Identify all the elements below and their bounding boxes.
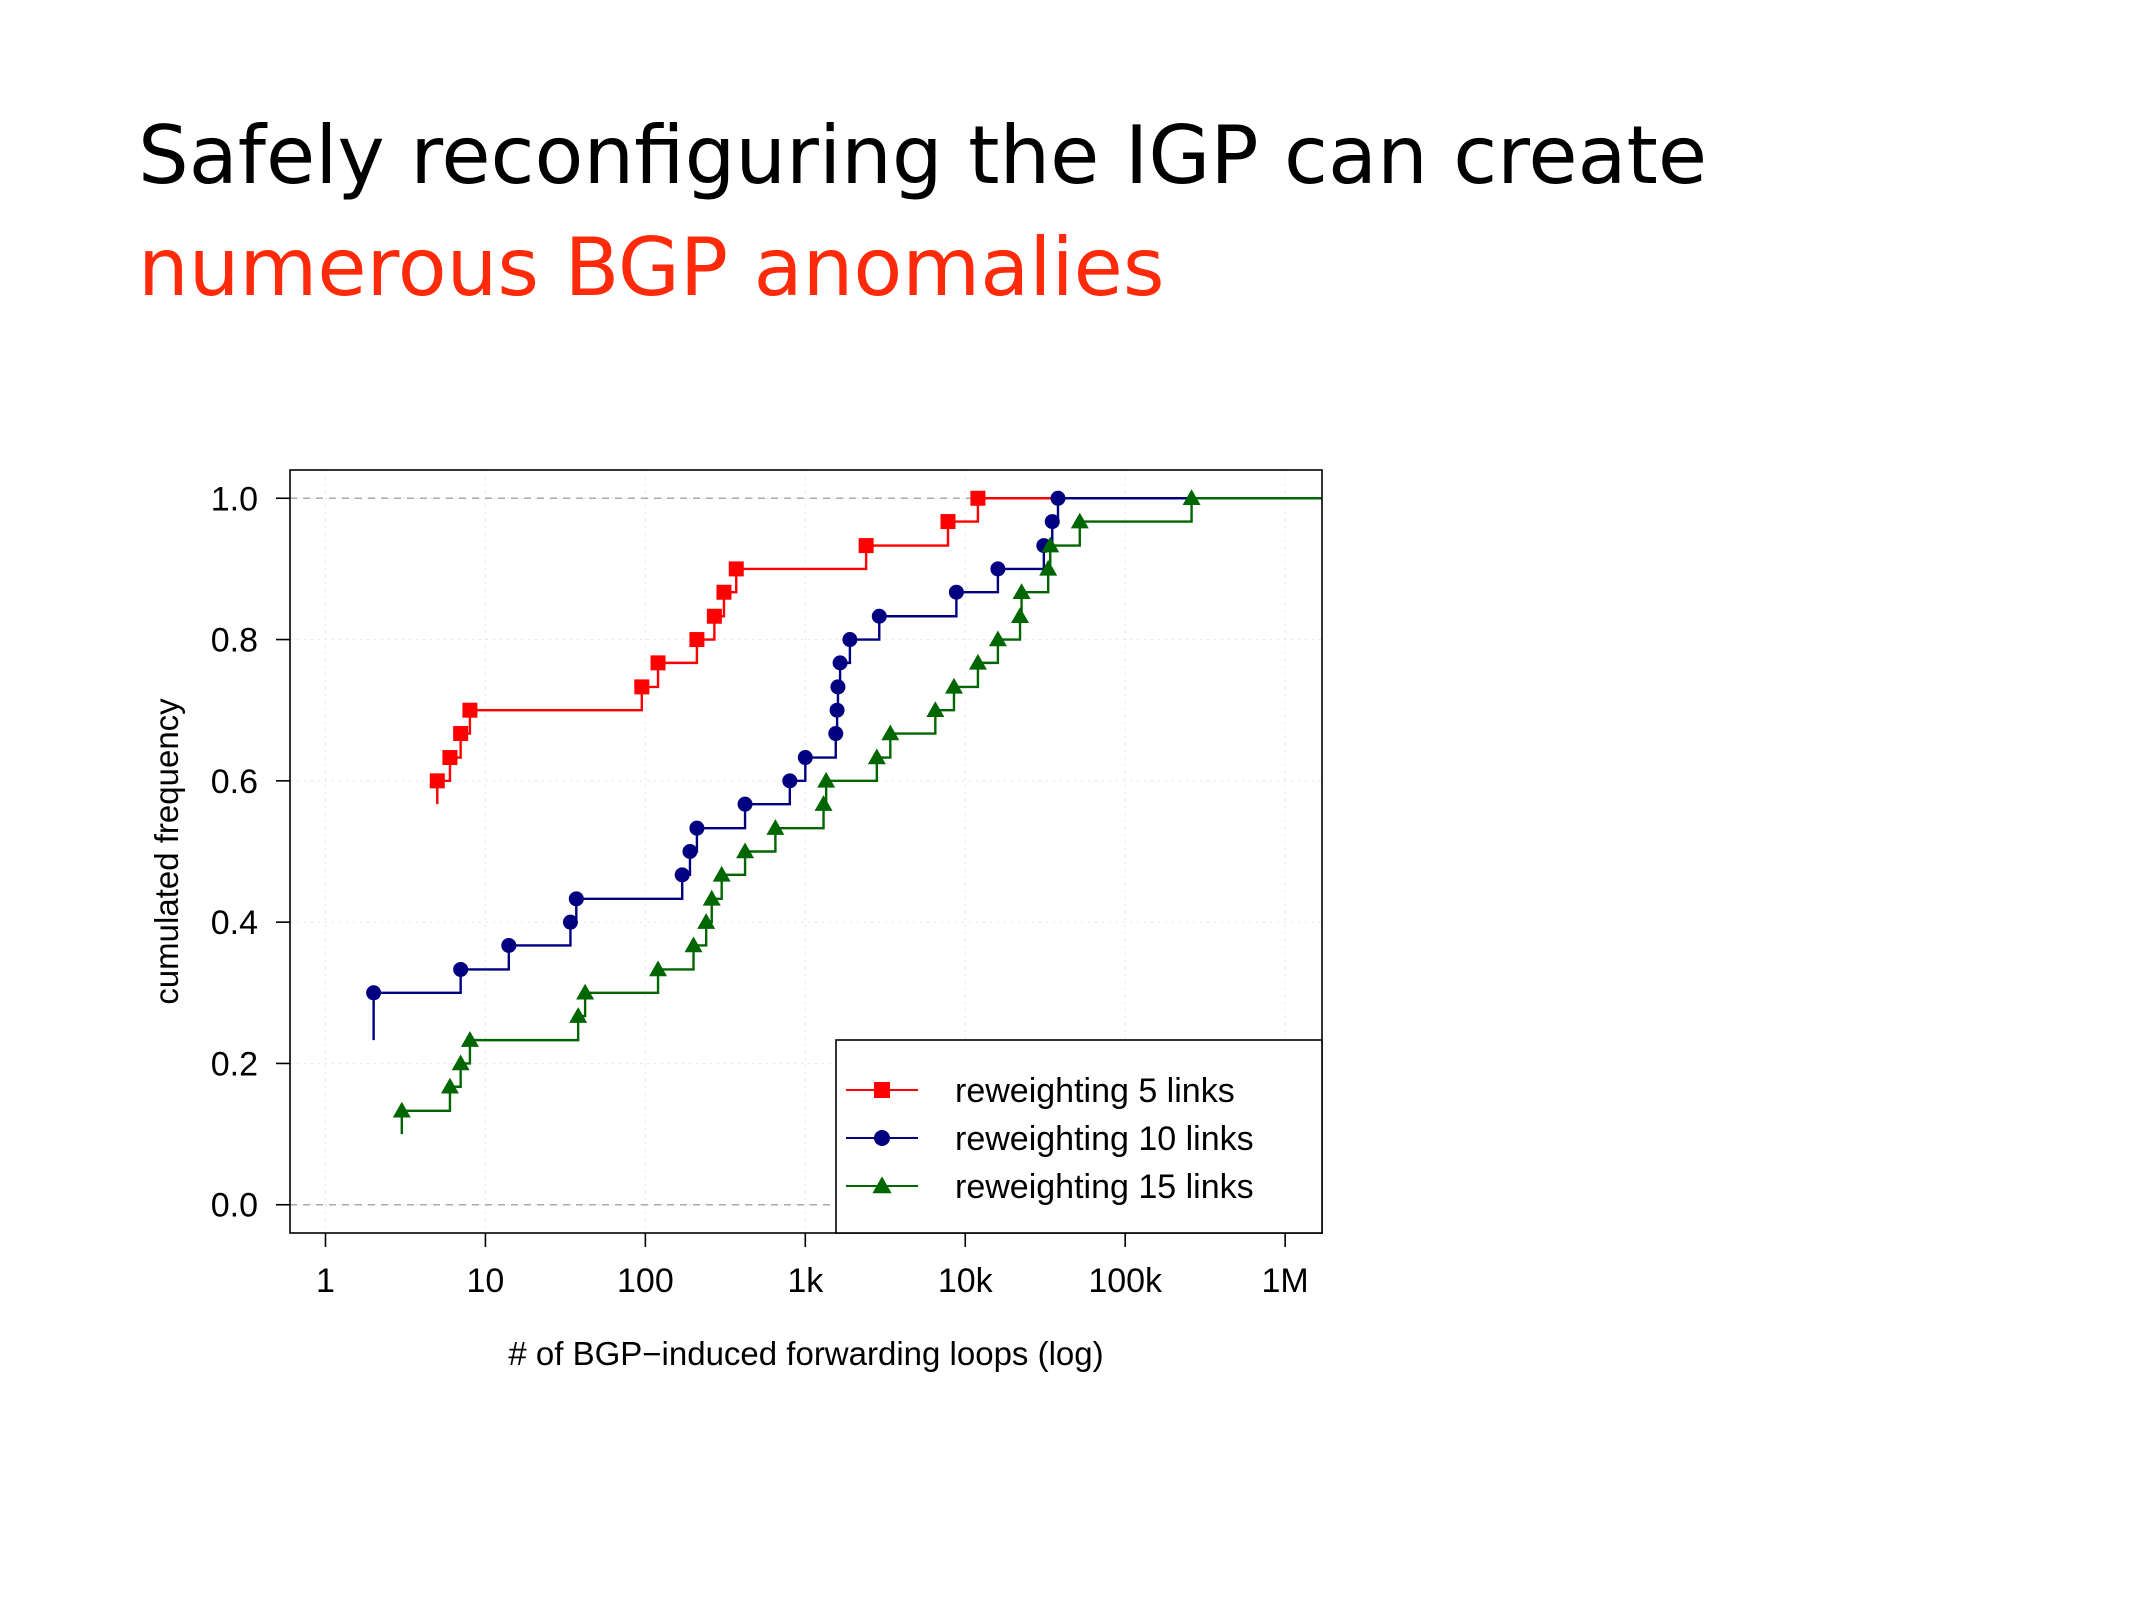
x-tick-label: 100 (617, 1262, 674, 1300)
data-point (453, 961, 469, 977)
data-point (460, 1031, 479, 1047)
data-point (881, 724, 900, 741)
y-tick-label: 0.8 (211, 622, 258, 660)
y-tick-label: 0.0 (211, 1187, 258, 1225)
y-tick-label: 0.4 (211, 904, 258, 942)
data-point (1041, 536, 1060, 553)
series-line (400, 497, 1322, 1135)
data-point (797, 750, 813, 766)
data-point (462, 702, 478, 718)
series-2 (366, 490, 1322, 1041)
legend-marker (874, 1130, 890, 1146)
data-point (562, 914, 578, 930)
data-point (569, 1007, 588, 1023)
series-1 (429, 490, 1322, 805)
data-point (944, 677, 963, 694)
data-point (682, 844, 698, 859)
data-point (990, 561, 1006, 577)
data-point (1012, 583, 1031, 599)
x-axis-label: # of BGP−induced forwarding loops (log) (508, 1335, 1103, 1372)
data-point (576, 983, 595, 1000)
data-point (649, 960, 668, 977)
legend: reweighting 5 links reweighting 10 links r… (835, 1039, 1323, 1234)
y-tick-label: 0.6 (211, 763, 258, 801)
data-point (453, 726, 469, 742)
x-tick-label: 1 (316, 1262, 335, 1300)
data-point (689, 632, 705, 648)
series-line (372, 497, 1322, 1041)
data-point (858, 538, 874, 554)
axes: 1 10 100 1k 10k 100k 1M 0.0 0.2 0.4 0.6 0.8 1.0 (211, 480, 1309, 1300)
data-point (634, 679, 650, 695)
data-point (926, 701, 945, 717)
data-point (970, 490, 986, 506)
data-point (1182, 489, 1201, 506)
data-point (568, 891, 584, 907)
data-point (940, 514, 956, 530)
legend-label: reweighting 10 links (955, 1120, 1254, 1158)
data-point (728, 561, 744, 577)
data-point (1011, 607, 1030, 623)
data-point (712, 865, 731, 882)
data-point (830, 679, 846, 695)
data-point (706, 608, 722, 624)
series-group (366, 489, 1322, 1135)
x-tick-label: 10 (467, 1262, 505, 1300)
data-point (392, 1101, 411, 1118)
y-axis-label: cumulated frequency (148, 698, 185, 1005)
data-point (948, 584, 964, 600)
data-point (684, 936, 703, 953)
slide-title-line-2: numerous BGP anomalies (138, 221, 1165, 314)
data-point (828, 726, 844, 742)
data-point (832, 655, 848, 671)
legend-marker (874, 1082, 890, 1098)
data-point (442, 750, 458, 766)
y-tick-label: 1.0 (211, 480, 258, 518)
data-point (697, 913, 716, 929)
data-point (817, 771, 836, 788)
data-point (440, 1077, 459, 1094)
data-point (1070, 512, 1089, 529)
x-tick-label: 1k (787, 1262, 824, 1300)
data-point (366, 985, 382, 1001)
data-point (736, 842, 755, 859)
legend-label: reweighting 5 links (955, 1072, 1235, 1110)
data-point (871, 608, 887, 624)
legend-label: reweighting 15 links (955, 1168, 1254, 1206)
data-point (501, 937, 517, 953)
data-point (968, 653, 987, 670)
data-point (766, 819, 785, 835)
data-point (782, 773, 798, 789)
legend-marker (872, 1176, 892, 1194)
data-point (674, 867, 690, 883)
data-point (1044, 514, 1060, 530)
data-point (1039, 559, 1058, 576)
x-tick-label: 10k (938, 1262, 994, 1300)
series-3 (392, 489, 1322, 1135)
slide-title-line-1: Safely reconfiguring the IGP can create (138, 109, 1708, 202)
data-point (1050, 490, 1066, 506)
data-point (814, 795, 833, 811)
legend-box (835, 1039, 1323, 1234)
x-tick-label: 100k (1088, 1262, 1163, 1300)
data-point (737, 796, 753, 812)
data-point (829, 702, 845, 718)
data-point (702, 889, 721, 906)
data-point (451, 1054, 470, 1071)
data-point (867, 748, 886, 765)
data-point (429, 773, 445, 789)
data-point (842, 632, 858, 648)
x-tick-label: 1M (1262, 1262, 1309, 1300)
grid (290, 470, 1322, 1233)
data-point (650, 655, 666, 671)
y-tick-label: 0.2 (211, 1045, 258, 1083)
data-point (716, 584, 732, 600)
data-point (988, 630, 1007, 647)
data-point (689, 820, 705, 836)
